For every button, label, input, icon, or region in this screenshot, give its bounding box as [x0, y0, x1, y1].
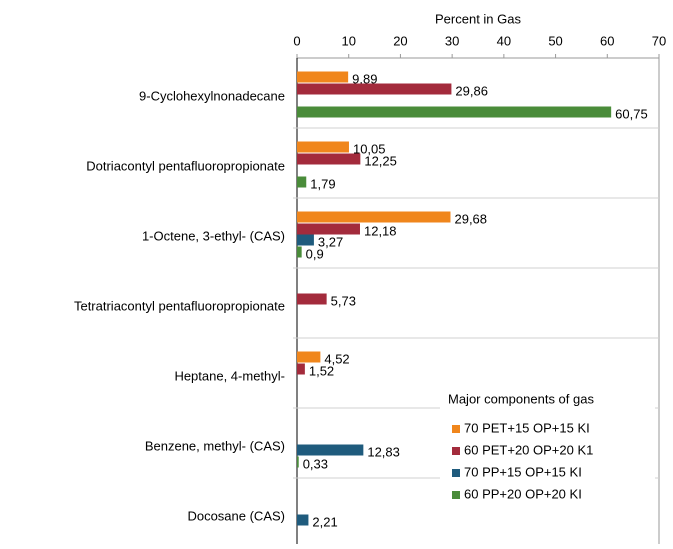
bar — [297, 246, 302, 258]
bar — [297, 176, 307, 188]
x-tick-label: 70 — [652, 33, 666, 48]
legend-box — [440, 385, 655, 507]
category-label: Tetratriacontyl pentafluoropropionate — [74, 298, 285, 313]
value-label: 60,75 — [615, 106, 648, 121]
value-label: 29,86 — [455, 83, 488, 98]
bar — [297, 293, 327, 305]
bar — [297, 83, 452, 95]
legend-label: 60 PET+20 OP+20 K1 — [464, 442, 593, 457]
x-tick-label: 40 — [497, 33, 511, 48]
value-label: 12,25 — [364, 153, 397, 168]
legend-swatch — [452, 447, 460, 455]
value-label: 0,33 — [303, 456, 328, 471]
x-tick-label: 0 — [293, 33, 300, 48]
bar — [297, 141, 349, 153]
value-label: 12,18 — [364, 223, 397, 238]
value-label: 1,79 — [310, 176, 335, 191]
value-label: 0,9 — [306, 246, 324, 261]
value-label: 5,73 — [331, 293, 356, 308]
legend-swatch — [452, 469, 460, 477]
bar — [297, 106, 612, 118]
category-label: 1-Octene, 3-ethyl- (CAS) — [142, 228, 285, 243]
bar — [297, 456, 299, 468]
value-label: 4,52 — [324, 351, 349, 366]
x-tick-label: 60 — [600, 33, 614, 48]
bar — [297, 351, 321, 363]
bar — [297, 211, 451, 223]
bar — [297, 234, 314, 246]
category-label: Dotriacontyl pentafluoropropionate — [86, 158, 285, 173]
x-tick-label: 10 — [341, 33, 355, 48]
category-label: Heptane, 4-methyl- — [174, 368, 285, 383]
bar — [297, 71, 349, 83]
legend-label: 70 PP+15 OP+15 KI — [464, 464, 582, 479]
value-label: 3,27 — [318, 234, 343, 249]
value-label: 9,89 — [352, 71, 377, 86]
category-label: Benzene, methyl- (CAS) — [145, 438, 285, 453]
axis-title: Percent in Gas — [435, 11, 521, 26]
legend-label: 60 PP+20 OP+20 KI — [464, 486, 582, 501]
bar — [297, 444, 364, 456]
category-label: 9-Cyclohexylnonadecane — [139, 88, 285, 103]
bar — [297, 223, 360, 235]
value-label: 2,21 — [312, 514, 337, 529]
x-tick-label: 30 — [445, 33, 459, 48]
bar — [297, 514, 309, 526]
value-label: 29,68 — [454, 211, 487, 226]
legend-title: Major components of gas — [448, 391, 594, 406]
category-label: Docosane (CAS) — [187, 508, 285, 523]
value-label: 10,05 — [353, 141, 386, 156]
bar — [297, 153, 361, 165]
value-label: 1,52 — [309, 363, 334, 378]
x-tick-label: 50 — [548, 33, 562, 48]
value-label: 12,83 — [367, 444, 400, 459]
bar — [297, 363, 305, 375]
legend-swatch — [452, 425, 460, 433]
legend-swatch — [452, 491, 460, 499]
legend-label: 70 PET+15 OP+15 KI — [464, 420, 590, 435]
x-tick-label: 20 — [393, 33, 407, 48]
